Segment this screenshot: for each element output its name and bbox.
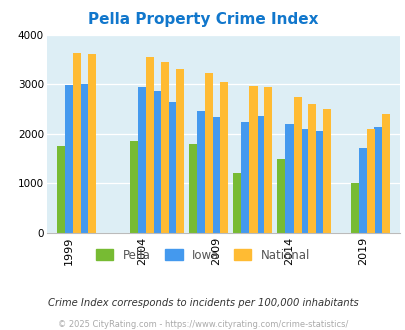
Bar	[381, 114, 389, 233]
Bar	[256, 116, 264, 233]
Bar	[71, 139, 79, 233]
Bar	[293, 97, 301, 233]
Bar	[145, 134, 153, 233]
Bar	[299, 129, 307, 233]
Bar	[79, 84, 87, 233]
Bar	[322, 109, 330, 233]
Bar	[373, 127, 381, 233]
Bar	[241, 122, 249, 233]
Bar	[365, 170, 373, 233]
Bar	[197, 112, 205, 233]
Text: Pella Property Crime Index: Pella Property Crime Index	[87, 12, 318, 26]
Bar	[153, 90, 161, 233]
Bar	[249, 86, 257, 233]
Bar	[307, 104, 315, 233]
Bar	[291, 153, 299, 233]
Bar	[72, 53, 81, 233]
Bar	[247, 151, 256, 233]
Bar	[175, 69, 183, 233]
Bar	[203, 169, 211, 233]
Bar	[277, 159, 285, 233]
Bar	[159, 144, 167, 233]
Bar	[306, 162, 314, 233]
Bar	[285, 124, 293, 233]
Bar	[314, 131, 322, 233]
Legend: Pella, Iowa, National: Pella, Iowa, National	[91, 244, 314, 266]
Bar	[350, 183, 358, 233]
Bar	[366, 129, 374, 233]
Bar	[189, 144, 197, 233]
Bar	[138, 87, 146, 233]
Bar	[130, 141, 138, 233]
Bar	[161, 62, 169, 233]
Bar	[232, 173, 241, 233]
Bar	[167, 102, 175, 233]
Bar	[264, 87, 272, 233]
Bar	[358, 148, 366, 233]
Text: Crime Index corresponds to incidents per 100,000 inhabitants: Crime Index corresponds to incidents per…	[47, 298, 358, 308]
Bar	[205, 73, 213, 233]
Bar	[220, 82, 228, 233]
Text: © 2025 CityRating.com - https://www.cityrating.com/crime-statistics/: © 2025 CityRating.com - https://www.city…	[58, 320, 347, 329]
Bar	[87, 54, 96, 233]
Bar	[64, 85, 72, 233]
Bar	[211, 117, 220, 233]
Bar	[146, 57, 154, 233]
Bar	[56, 146, 64, 233]
